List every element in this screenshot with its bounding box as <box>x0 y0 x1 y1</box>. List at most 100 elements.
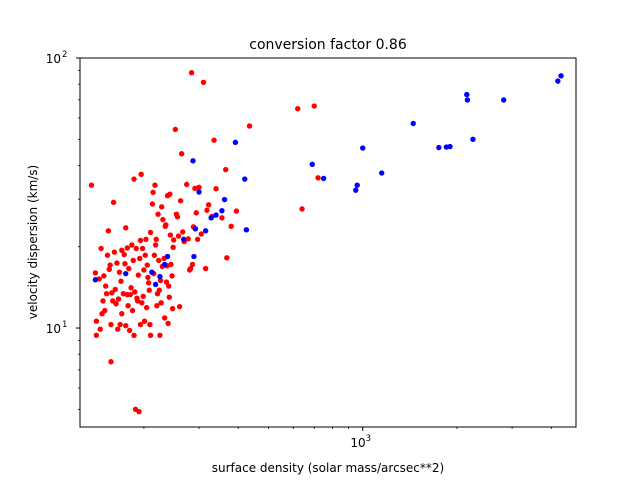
data-point <box>176 303 183 310</box>
data-point <box>110 199 117 206</box>
data-point <box>311 103 317 109</box>
data-point <box>111 249 118 255</box>
data-point <box>152 242 159 248</box>
data-point <box>160 216 166 223</box>
data-point <box>558 73 564 79</box>
data-point <box>129 242 135 248</box>
data-point <box>151 252 158 258</box>
data-point <box>198 231 204 237</box>
chart-title: conversion factor 0.86 <box>249 37 407 53</box>
data-point <box>93 318 100 324</box>
data-point <box>167 191 173 197</box>
data-point <box>145 274 151 281</box>
data-point <box>146 287 152 293</box>
data-point <box>219 215 225 221</box>
data-point <box>168 261 174 268</box>
data-point <box>131 332 137 338</box>
y-tick-label: 10 <box>46 322 61 336</box>
data-point <box>190 158 196 164</box>
data-point <box>102 283 109 289</box>
data-point <box>101 273 107 279</box>
plot-frame <box>79 57 577 428</box>
data-point <box>164 253 171 260</box>
plot-area <box>80 58 576 427</box>
data-point <box>232 139 239 146</box>
data-point <box>154 302 160 309</box>
data-point <box>464 91 470 98</box>
data-point <box>109 290 115 296</box>
data-point <box>191 253 197 260</box>
data-point <box>117 321 123 328</box>
data-point <box>141 318 148 324</box>
data-point <box>137 237 144 244</box>
data-point <box>135 272 142 278</box>
data-point <box>166 294 172 300</box>
data-point <box>213 186 219 192</box>
data-point <box>137 321 144 328</box>
data-point <box>123 323 129 329</box>
data-point <box>102 307 108 314</box>
data-point <box>152 182 158 188</box>
data-point <box>149 269 155 275</box>
data-point <box>93 332 100 338</box>
data-point <box>204 207 210 213</box>
data-point <box>104 252 111 258</box>
data-point <box>123 270 129 277</box>
data-point <box>127 291 134 298</box>
data-point <box>436 144 442 151</box>
data-point <box>354 182 360 188</box>
data-point <box>139 300 145 306</box>
data-point <box>163 222 169 228</box>
data-point <box>137 255 143 262</box>
data-point <box>170 244 176 251</box>
data-point <box>379 170 385 176</box>
data-point <box>140 293 146 300</box>
data-point <box>464 97 471 103</box>
data-point <box>134 298 141 304</box>
data-point <box>159 204 165 210</box>
data-point <box>169 305 176 312</box>
data-point <box>211 137 217 143</box>
data-point <box>157 273 163 280</box>
data-point <box>106 266 112 272</box>
data-point <box>133 245 139 252</box>
data-point <box>165 320 171 327</box>
data-point <box>161 261 168 268</box>
data-point <box>131 176 137 182</box>
data-point <box>184 181 190 188</box>
data-point <box>143 304 150 311</box>
data-point <box>188 70 195 76</box>
data-point <box>112 286 118 293</box>
data-point <box>142 252 148 258</box>
data-point <box>157 332 163 338</box>
data-point <box>125 302 131 309</box>
data-point <box>172 126 179 133</box>
data-point <box>202 228 209 234</box>
data-point <box>114 260 120 266</box>
data-point <box>92 277 99 283</box>
data-point <box>107 262 113 268</box>
data-point <box>221 196 228 203</box>
data-point <box>200 79 207 85</box>
data-point <box>113 301 119 307</box>
x-axis-label: surface density (solar mass/arcsec**2) <box>212 461 444 475</box>
data-point <box>115 296 122 302</box>
data-point <box>116 269 123 275</box>
data-point <box>129 307 136 314</box>
data-point <box>196 189 202 195</box>
data-point <box>147 229 154 236</box>
data-point <box>246 123 253 129</box>
y-tick-exponent: 1 <box>62 320 67 330</box>
data-point <box>155 211 161 217</box>
data-point <box>299 206 305 212</box>
data-point <box>169 273 175 279</box>
data-point <box>179 229 186 235</box>
data-point <box>242 176 248 182</box>
data-point <box>181 236 187 243</box>
data-point <box>147 321 153 328</box>
data-point <box>119 247 125 254</box>
data-point <box>156 287 163 293</box>
